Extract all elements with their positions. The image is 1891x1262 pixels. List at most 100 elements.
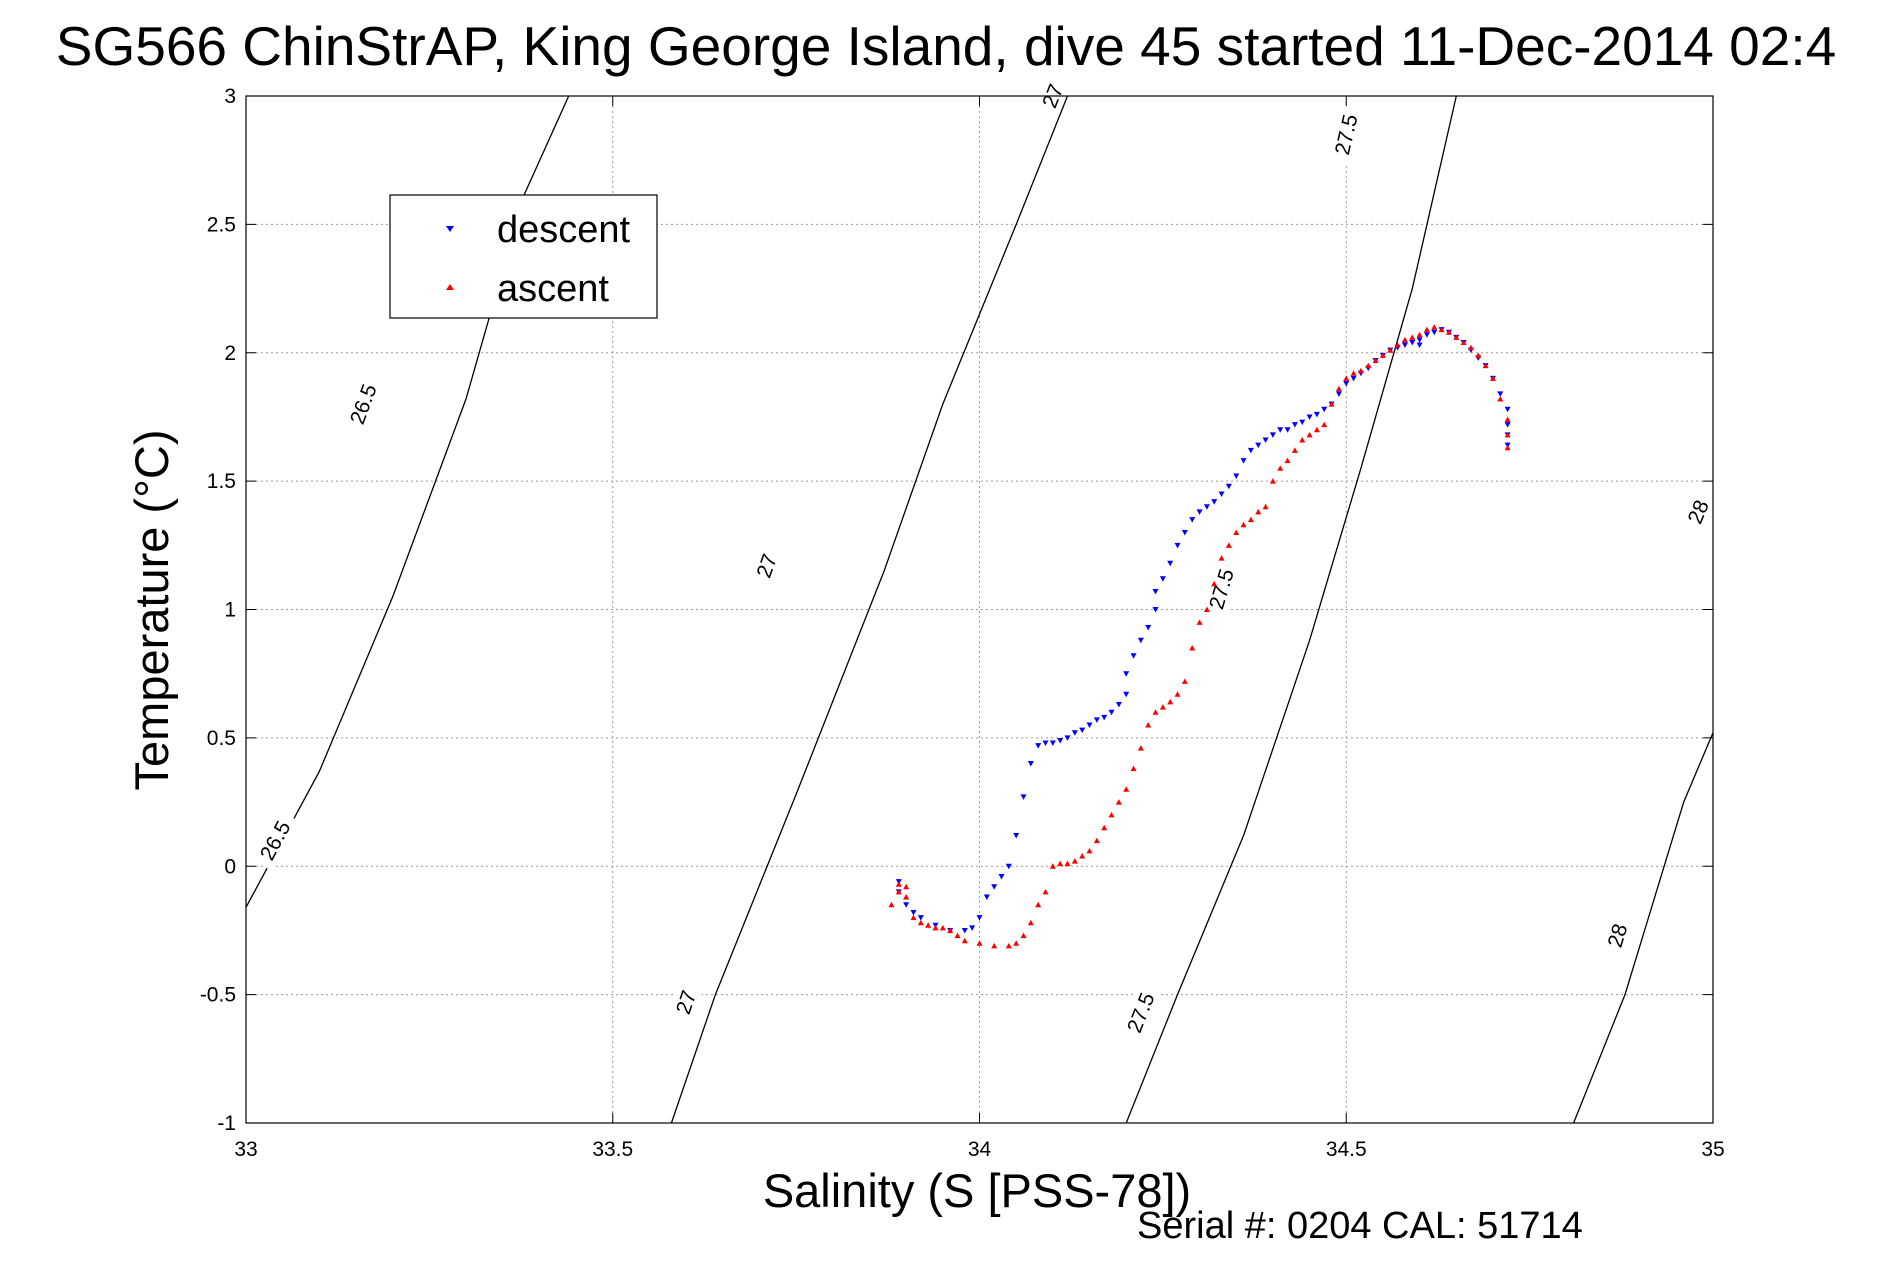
ascent-point [1225, 542, 1232, 548]
descent-point [1093, 717, 1100, 723]
descent-point [1196, 509, 1203, 515]
ascent-point [1152, 709, 1159, 715]
ascent-point [1174, 691, 1181, 697]
ascent-point [1057, 860, 1064, 867]
ascent-point [895, 888, 902, 895]
series-ascent [888, 324, 1511, 949]
descent-point [1504, 406, 1511, 413]
y-tick-label: 1 [224, 599, 236, 622]
ascent-point [1108, 811, 1115, 818]
legend-descent-label: descent [497, 209, 631, 251]
y-tick-label: 1.5 [207, 470, 236, 493]
contour-label-background [251, 810, 300, 872]
ascent-point [888, 901, 895, 908]
descent-point [1255, 442, 1262, 449]
descent-point [1035, 743, 1042, 749]
ascent-point [1475, 352, 1482, 358]
ascent-point [1130, 765, 1137, 772]
y-tick-label: 2 [224, 342, 236, 365]
descent-point [1431, 329, 1438, 336]
ascent-point [1086, 847, 1093, 854]
ascent-point [1467, 344, 1474, 351]
ascent-point [1365, 362, 1372, 369]
ascent-point [1233, 529, 1240, 535]
y-tick-label: 0.5 [207, 727, 236, 750]
ascent-point [1079, 852, 1086, 859]
descent-point [1079, 727, 1086, 734]
ascent-point [1005, 942, 1012, 949]
descent-point [1335, 391, 1342, 397]
ascent-point [1313, 426, 1320, 433]
ascent-point [1115, 799, 1122, 805]
ascent-point [1416, 331, 1423, 338]
descent-point [1299, 419, 1306, 426]
descent-point [1409, 339, 1416, 346]
descent-point [1049, 740, 1056, 747]
ascent-point [1401, 336, 1408, 343]
descent-point [1115, 701, 1122, 708]
descent-point [1108, 709, 1115, 716]
ascent-point [1042, 888, 1049, 895]
ascent-point [1328, 401, 1335, 407]
ascent-point [1504, 444, 1511, 451]
descent-point [1497, 391, 1504, 397]
descent-point [991, 884, 998, 890]
ascent-point [1445, 329, 1452, 335]
ascent-point [1306, 431, 1313, 438]
ascent-point [1277, 465, 1284, 471]
y-tick-label: 3 [224, 85, 236, 108]
x-tick-label: 33 [234, 1138, 257, 1161]
legend-ascent-label: ascent [497, 268, 609, 310]
ascent-point [1291, 447, 1298, 453]
contour-label-background [1601, 917, 1634, 954]
ascent-point [1372, 357, 1379, 363]
ascent-point [1240, 521, 1247, 528]
ascent-point [1482, 362, 1489, 369]
ascent-point [1357, 367, 1364, 374]
ascent-point [1504, 431, 1511, 438]
descent-point [1137, 637, 1144, 644]
descent-point [1020, 794, 1027, 800]
ascent-point [1013, 940, 1020, 946]
descent-point [1313, 411, 1320, 418]
descent-point [1416, 337, 1423, 343]
descent-point [1423, 332, 1430, 338]
x-tick-label: 34.5 [1326, 1138, 1367, 1161]
descent-point [1064, 735, 1071, 741]
ascent-point [961, 937, 968, 944]
descent-point [1211, 499, 1218, 505]
descent-point [1123, 671, 1130, 677]
descent-point [910, 909, 917, 916]
ascent-point [1020, 932, 1027, 939]
descent-point [1013, 832, 1020, 839]
ascent-point [925, 922, 932, 928]
ascent-point [903, 883, 910, 890]
ascent-point [1101, 824, 1108, 831]
descent-point [969, 925, 976, 931]
chart-title: SG566 ChinStrAP, King George Island, div… [56, 15, 1836, 77]
descent-point [1262, 437, 1269, 444]
y-tick-label: 0 [224, 855, 236, 878]
ascent-point [932, 924, 939, 931]
descent-point [1130, 653, 1137, 659]
ascent-point [1460, 339, 1467, 345]
descent-point [1306, 414, 1313, 420]
descent-point [1416, 342, 1423, 349]
ascent-point [1145, 722, 1152, 728]
ascent-point [1497, 395, 1504, 402]
ascent-point [1203, 606, 1210, 612]
descent-point [1174, 542, 1181, 549]
ascent-point [1123, 786, 1130, 792]
legend-box [389, 194, 658, 319]
y-axis-label: Temperature (°C) [125, 430, 178, 791]
descent-point [1057, 737, 1064, 744]
ascent-point [954, 932, 961, 939]
descent-point [1152, 589, 1159, 595]
contour-label-background [1328, 104, 1365, 165]
serial-cal-footer: Serial #: 0204 CAL: 51714 [1137, 1205, 1583, 1247]
descent-point [1504, 422, 1511, 428]
y-tick-label: -1 [217, 1112, 236, 1135]
ascent-point [1071, 858, 1078, 864]
descent-point [1343, 381, 1350, 387]
